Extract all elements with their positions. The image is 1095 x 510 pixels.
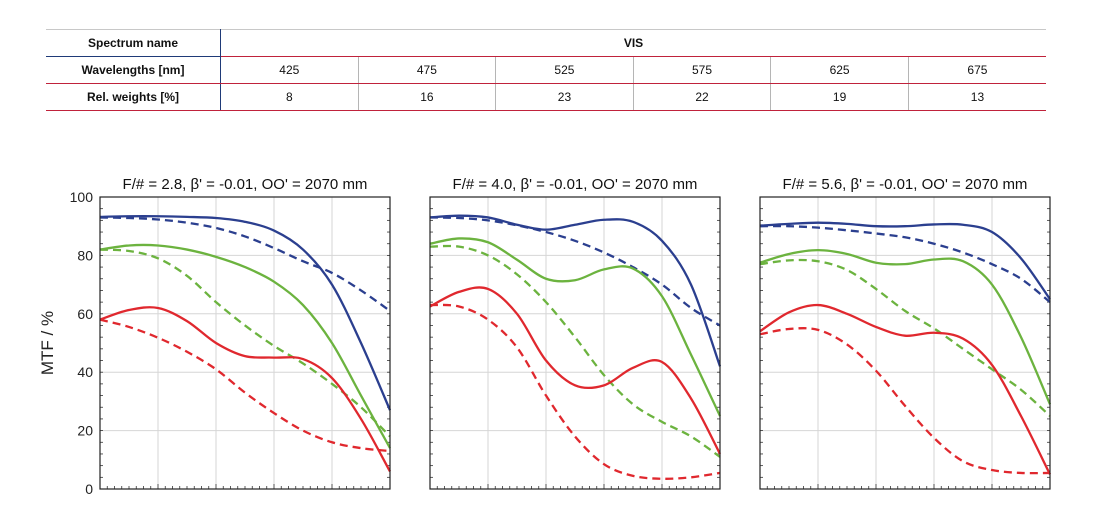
- spectrum-table: Spectrum name VIS Wavelengths [nm] 425 4…: [46, 29, 1046, 111]
- wavelength-header: Wavelengths [nm]: [46, 56, 221, 84]
- wavelength-cell: 625: [770, 56, 909, 84]
- mtf-curve-red-dashed: [759, 327, 1051, 475]
- mtf-curve-blue-dashed: [429, 216, 721, 327]
- mtf-curve-red-dashed: [429, 303, 721, 480]
- mtf-curve-blue-dashed: [99, 216, 391, 312]
- weight-cell: 22: [633, 83, 772, 111]
- wavelength-cell: 575: [633, 56, 772, 84]
- mtf-curve-green-solid: [759, 248, 1052, 405]
- y-tick-label: 80: [77, 247, 93, 263]
- wavelength-cell: 475: [358, 56, 497, 84]
- plot-frame: [759, 196, 1051, 490]
- weight-cell: 19: [770, 83, 909, 111]
- spectrum-name-value: VIS: [220, 29, 1046, 57]
- mtf-curve-red-solid: [429, 286, 722, 455]
- wavelength-cell: 675: [908, 56, 1046, 84]
- mtf-curve-green-dashed: [429, 244, 721, 458]
- weight-cell: 13: [908, 83, 1046, 111]
- y-tick-label: 0: [85, 481, 93, 497]
- mtf-curve-green-solid: [429, 237, 722, 417]
- panel-title: F/# = 4.0, β' = -0.01, OO' = 2070 mm: [453, 176, 698, 193]
- grid: [760, 197, 1050, 489]
- y-tick-label: 100: [70, 189, 94, 205]
- spectrum-name-header: Spectrum name: [46, 29, 221, 57]
- mtf-curve-blue-solid: [759, 221, 1051, 300]
- mtf-curve-green-dashed: [99, 248, 391, 438]
- y-tick-label: 20: [77, 423, 93, 439]
- weight-cell: 16: [358, 83, 497, 111]
- mtf-curve-red-dashed: [99, 318, 391, 453]
- plot-frame: [429, 196, 721, 490]
- y-tick-label: 40: [77, 364, 93, 380]
- panel-title: F/# = 2.8, β' = -0.01, OO' = 2070 mm: [123, 176, 368, 193]
- mtf-curve-blue-dashed: [759, 224, 1051, 304]
- mtf-curve-blue-solid: [99, 215, 392, 411]
- mtf-curve-green-dashed: [759, 258, 1051, 417]
- mtf-curve-red-solid: [759, 303, 1052, 475]
- mtf-panel-3: F/# = 5.6, β' = -0.01, OO' = 2070 mm: [759, 176, 1052, 490]
- mtf-panel-1: F/# = 2.8, β' = -0.01, OO' = 2070 mm: [99, 176, 392, 490]
- y-axis-label: MTF / %: [38, 311, 57, 375]
- weight-header: Rel. weights [%]: [46, 83, 221, 111]
- panel-title: F/# = 5.6, β' = -0.01, OO' = 2070 mm: [783, 176, 1028, 193]
- plot-frame: [99, 196, 391, 490]
- mtf-curve-red-solid: [99, 306, 392, 473]
- wavelength-row: Wavelengths [nm] 425 475 525 575 625 675: [46, 56, 1046, 84]
- wavelength-cell: 425: [220, 56, 359, 84]
- wavelength-cell: 525: [495, 56, 634, 84]
- mtf-curve-blue-solid: [429, 214, 722, 367]
- weight-cell: 8: [220, 83, 359, 111]
- y-tick-label: 60: [77, 306, 93, 322]
- spectrum-name-row: Spectrum name VIS: [46, 29, 1046, 57]
- weight-row: Rel. weights [%] 8 16 23 22 19 13: [46, 83, 1046, 111]
- mtf-curve-green-solid: [99, 243, 392, 449]
- mtf-chart: MTF / % 0 20 40 60 80 100 F/# = 2.8, β' = -0.0…: [0, 160, 1095, 510]
- mtf-chart-svg: MTF / % 0 20 40 60 80 100 F/# = 2.8, β' = -0.0…: [38, 176, 1052, 497]
- weight-cell: 23: [495, 83, 634, 111]
- mtf-panel-2: F/# = 4.0, β' = -0.01, OO' = 2070 mm: [429, 176, 722, 490]
